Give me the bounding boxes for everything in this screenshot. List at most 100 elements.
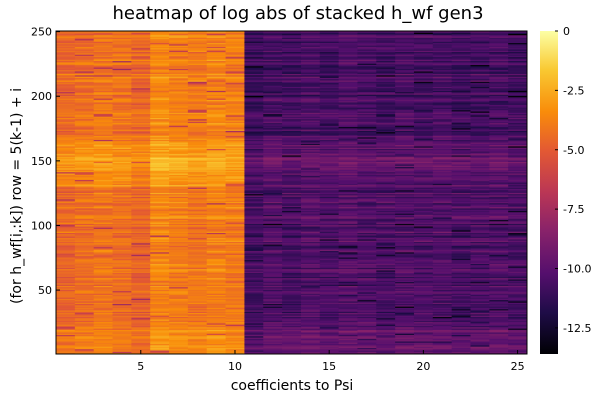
heatmap-cell — [489, 295, 509, 298]
heatmap-cell — [150, 271, 170, 273]
heatmap-cell — [131, 268, 151, 271]
heatmap-cell — [489, 226, 509, 228]
heatmap-cell — [319, 139, 339, 142]
heatmap-cell — [169, 151, 189, 153]
heatmap-cell — [169, 178, 189, 180]
heatmap-cell — [489, 96, 509, 99]
heatmap-cell — [131, 96, 151, 99]
heatmap-cell — [169, 218, 189, 221]
heatmap-cell — [508, 258, 528, 261]
heatmap-cell — [300, 244, 321, 246]
heatmap-cell — [470, 226, 490, 228]
heatmap-cell — [263, 310, 283, 312]
heatmap-cell — [187, 174, 208, 177]
heatmap-cell — [112, 245, 132, 248]
heatmap-cell — [508, 214, 528, 217]
heatmap-cell — [395, 156, 415, 159]
heatmap-cell — [413, 134, 434, 137]
heatmap-cell — [413, 233, 434, 236]
heatmap-cell — [413, 242, 434, 245]
heatmap-cell — [263, 308, 283, 311]
heatmap-cell — [319, 306, 339, 308]
heatmap-cell — [263, 100, 283, 103]
heatmap-cell — [169, 253, 189, 255]
heatmap-cell — [319, 208, 339, 210]
heatmap-cell — [74, 113, 95, 116]
heatmap-cell — [244, 316, 264, 319]
heatmap-cell — [225, 205, 245, 208]
heatmap-cell — [112, 233, 132, 236]
heatmap-cell — [451, 130, 471, 133]
heatmap-cell — [508, 186, 528, 188]
heatmap-cell — [432, 320, 453, 323]
heatmap-cell — [56, 298, 76, 301]
heatmap-cell — [131, 273, 151, 276]
heatmap-cell — [206, 105, 226, 108]
heatmap-cell — [263, 245, 283, 248]
heatmap-cell — [169, 244, 189, 246]
heatmap-cell — [187, 239, 208, 241]
heatmap-cell — [282, 217, 302, 219]
heatmap-cell — [206, 210, 226, 213]
heatmap-cell — [56, 133, 76, 135]
heatmap-cell — [131, 242, 151, 245]
heatmap-cell — [93, 193, 113, 196]
heatmap-cell — [263, 282, 283, 285]
heatmap-cell — [74, 131, 95, 134]
heatmap-cell — [187, 195, 208, 197]
heatmap-cell — [112, 204, 132, 206]
heatmap-cell — [150, 105, 170, 108]
heatmap-cell — [376, 162, 396, 165]
heatmap-cell — [300, 299, 321, 302]
heatmap-cell — [56, 162, 76, 165]
heatmap-cell — [74, 164, 95, 166]
heatmap-cell — [206, 214, 226, 217]
heatmap-cell — [489, 260, 509, 263]
heatmap-cell — [282, 220, 302, 223]
heatmap-cell — [206, 121, 226, 124]
heatmap-cell — [395, 267, 415, 270]
heatmap-cell — [357, 222, 377, 224]
heatmap-cell — [432, 334, 453, 337]
heatmap-cell — [300, 338, 321, 341]
heatmap-cell — [395, 100, 415, 103]
heatmap-cell — [451, 251, 471, 254]
heatmap-cell — [112, 228, 132, 231]
heatmap-cell — [357, 233, 377, 236]
heatmap-cell — [508, 126, 528, 129]
heatmap-cell — [489, 333, 509, 336]
heatmap-cell — [395, 120, 415, 122]
heatmap-cell — [282, 122, 302, 125]
heatmap-cell — [74, 259, 95, 262]
heatmap-cell — [489, 251, 509, 254]
heatmap-cell — [282, 108, 302, 111]
heatmap-cell — [74, 151, 95, 153]
heatmap-cell — [451, 126, 471, 129]
heatmap-cell — [338, 210, 358, 213]
heatmap-cell — [74, 235, 95, 237]
heatmap-cell — [112, 320, 132, 323]
heatmap-cell — [282, 308, 302, 311]
heatmap-cell — [338, 171, 358, 174]
heatmap-cell — [413, 322, 434, 325]
heatmap-cell — [489, 100, 509, 103]
heatmap-cell — [150, 235, 170, 237]
heatmap-cell — [225, 231, 245, 233]
heatmap-cell — [357, 220, 377, 223]
heatmap-cell — [244, 237, 264, 240]
heatmap-cell — [169, 286, 189, 289]
heatmap-cell — [300, 161, 321, 164]
heatmap-cell — [489, 162, 509, 165]
heatmap-cell — [508, 282, 528, 285]
heatmap-cell — [56, 170, 76, 173]
heatmap-cell — [470, 111, 490, 113]
heatmap-cell — [56, 151, 76, 153]
heatmap-cell — [56, 114, 76, 117]
heatmap-cell — [376, 335, 396, 338]
heatmap-cell — [508, 189, 528, 192]
heatmap-cell — [225, 111, 245, 113]
heatmap-cell — [263, 335, 283, 338]
heatmap-cell — [169, 147, 189, 149]
heatmap-cell — [413, 228, 434, 231]
heatmap-cell — [470, 326, 490, 329]
